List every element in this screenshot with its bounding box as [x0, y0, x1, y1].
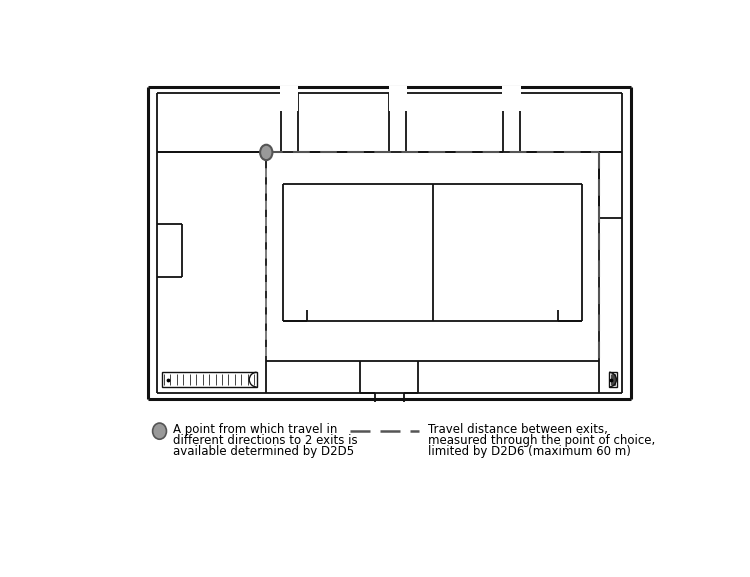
- Text: measured through the point of choice,: measured through the point of choice,: [428, 434, 656, 447]
- Bar: [609, 372, 617, 387]
- Ellipse shape: [152, 423, 166, 439]
- Text: Travel distance between exits,: Travel distance between exits,: [428, 424, 608, 436]
- Text: limited by D2D6 (maximum 60 m): limited by D2D6 (maximum 60 m): [428, 445, 632, 458]
- Bar: [388, 86, 407, 111]
- Ellipse shape: [260, 145, 272, 160]
- Bar: [502, 86, 520, 111]
- Text: available determined by D2D5: available determined by D2D5: [172, 445, 354, 458]
- Bar: [280, 86, 298, 111]
- Text: A point from which travel in: A point from which travel in: [172, 424, 337, 436]
- Bar: [161, 372, 256, 387]
- Text: different directions to 2 exits is: different directions to 2 exits is: [172, 434, 357, 447]
